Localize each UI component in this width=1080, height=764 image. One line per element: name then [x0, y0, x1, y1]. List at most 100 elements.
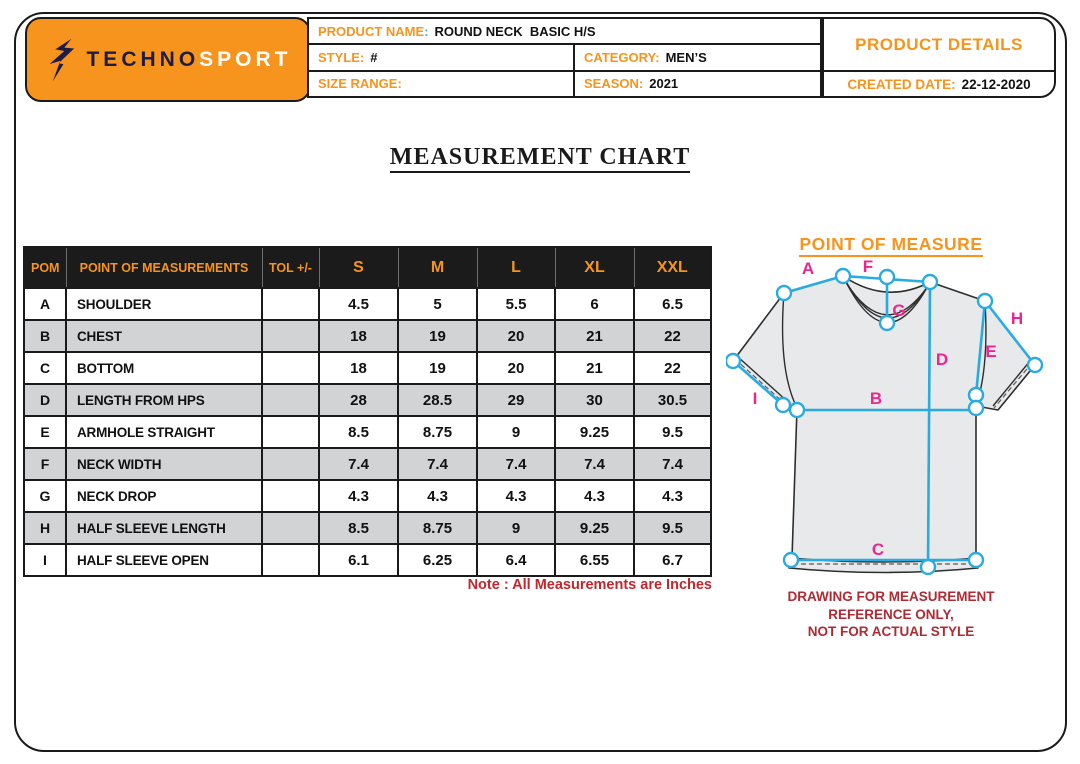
column-header-point-of-measurements: POINT OF MEASUREMENTS [65, 246, 263, 289]
product-details-box: PRODUCT DETAILS CREATED DATE: 22-12-2020 [822, 17, 1056, 98]
size-value-cell: 18 [318, 351, 399, 385]
size-value-cell: 9.5 [633, 511, 712, 545]
table-row: C BOTTOM 18 19 20 21 22 [23, 351, 712, 385]
table-row: I HALF SLEEVE OPEN 6.1 6.25 6.4 6.55 6.7 [23, 543, 712, 577]
measurement-table: POM POINT OF MEASUREMENTS TOL +/- S M L XL XXL … [23, 246, 712, 577]
size-value-cell: 30.5 [633, 383, 712, 417]
size-value-cell: 21 [554, 319, 635, 353]
table-row: D LENGTH FROM HPS 28 28.5 29 30 30.5 [23, 383, 712, 417]
pom-cell: H [23, 511, 67, 545]
category-label: CATEGORY: [584, 49, 660, 65]
pom-cell: D [23, 383, 67, 417]
point-label-I: I [753, 389, 758, 408]
measurement-name-cell: HALF SLEEVE LENGTH [65, 511, 263, 545]
tshirt-rib-hatch [734, 358, 1033, 565]
measurement-name-cell: NECK DROP [65, 479, 263, 513]
point-label-C: C [872, 540, 884, 559]
sheet-title: MEASUREMENT CHART [0, 144, 1080, 173]
product-info-table: PRODUCT NAME: ROUND NECK BASIC H/S STYLE:… [307, 17, 822, 98]
style-label: STYLE: [318, 49, 365, 65]
size-value-cell: 4.3 [476, 479, 556, 513]
season-field: SEASON: 2021 [575, 72, 820, 96]
measure-point-markers [726, 267, 1044, 576]
table-row: H HALF SLEEVE LENGTH 8.5 8.75 9 9.25 9.5 [23, 511, 712, 545]
diagram-caption-line-1: DRAWING FOR MEASUREMENT [787, 589, 995, 604]
measurement-name-cell: CHEST [65, 319, 263, 353]
size-value-cell: 6 [554, 287, 635, 321]
style-field: STYLE: # [309, 45, 575, 70]
pom-cell: C [23, 351, 67, 385]
size-value-cell: 6.5 [633, 287, 712, 321]
tolerance-cell [261, 415, 320, 449]
tolerance-cell [261, 383, 320, 417]
measure-line-A [783, 274, 844, 295]
brand-name-primary: TECHNO [86, 47, 200, 71]
measurement-name-cell: HALF SLEEVE OPEN [65, 543, 263, 577]
size-value-cell: 8.75 [397, 415, 478, 449]
size-range-field: SIZE RANGE: [309, 71, 575, 96]
units-note: Note : All Measurements are Inches [467, 577, 712, 593]
size-value-cell: 28 [318, 383, 399, 417]
table-row: E ARMHOLE STRAIGHT 8.5 8.75 9 9.25 9.5 [23, 415, 712, 449]
diagram-caption-line-2: REFERENCE ONLY, [828, 606, 954, 622]
point-label-H: H [1011, 309, 1023, 328]
style-value: # [370, 49, 378, 65]
size-value-cell: 6.25 [397, 543, 478, 577]
size-value-cell: 9 [476, 415, 556, 449]
size-value-cell: 21 [554, 351, 635, 385]
measure-line-I [732, 360, 784, 406]
size-value-cell: 9.25 [554, 511, 635, 545]
point-label-B: B [870, 389, 882, 408]
tshirt-outline [732, 275, 1036, 574]
size-value-cell: 6.7 [633, 543, 712, 577]
product-name-field: PRODUCT NAME: ROUND NECK BASIC H/S [309, 19, 596, 43]
bird-flash-icon [49, 38, 75, 81]
pom-cell: I [23, 543, 67, 577]
point-label-G: G [892, 301, 905, 320]
product-name-value: ROUND NECK BASIC H/S [434, 23, 596, 39]
column-header-pom: POM [23, 246, 67, 289]
category-value: MEN’S [665, 49, 707, 65]
category-field: CATEGORY: MEN’S [575, 45, 820, 69]
measurement-name-cell: LENGTH FROM HPS [65, 383, 263, 417]
point-label-D: D [936, 350, 948, 369]
diagram-caption-line-3: NOT FOR ACTUAL STYLE [807, 624, 975, 640]
size-value-cell: 20 [476, 319, 556, 353]
pom-cell: E [23, 415, 67, 449]
size-value-cell: 9 [476, 511, 556, 545]
measure-line-E [974, 300, 987, 396]
point-label-F: F [863, 258, 873, 276]
size-value-cell: 19 [397, 351, 478, 385]
size-value-cell: 18 [318, 319, 399, 353]
brand-name-secondary: SPORT [199, 47, 292, 71]
pom-cell: B [23, 319, 67, 353]
column-header-l: L [476, 246, 556, 289]
table-row: F NECK WIDTH 7.4 7.4 7.4 7.4 7.4 [23, 447, 712, 481]
created-date-field: CREATED DATE: 22-12-2020 [824, 72, 1054, 96]
column-header-xl: XL [554, 246, 635, 289]
size-value-cell: 28.5 [397, 383, 478, 417]
size-value-cell: 30 [554, 383, 635, 417]
measurement-table-header-row: POM POINT OF MEASUREMENTS TOL +/- S M L XL XXL [23, 246, 712, 289]
measure-line-H [983, 300, 1037, 366]
season-label: SEASON: [584, 76, 644, 92]
tolerance-cell [261, 287, 320, 321]
column-header-tol-: TOL +/- [261, 246, 320, 289]
season-value: 2021 [649, 76, 679, 92]
size-value-cell: 6.1 [318, 543, 399, 577]
tolerance-cell [261, 511, 320, 545]
size-value-cell: 7.4 [397, 447, 478, 481]
size-value-cell: 5 [397, 287, 478, 321]
size-value-cell: 8.75 [397, 511, 478, 545]
measurement-lines [732, 274, 1037, 568]
size-value-cell: 19 [397, 319, 478, 353]
pom-cell: A [23, 287, 67, 321]
size-value-cell: 8.5 [318, 511, 399, 545]
tolerance-cell [261, 479, 320, 513]
sheet-title-text: MEASUREMENT CHART [389, 144, 691, 173]
size-value-cell: 7.4 [554, 447, 635, 481]
tshirt-measurement-diagram: A F G D B C E H I [726, 258, 1044, 576]
point-labels: A F G D B C E H I [753, 258, 1024, 559]
table-row: G NECK DROP 4.3 4.3 4.3 4.3 4.3 [23, 479, 712, 513]
